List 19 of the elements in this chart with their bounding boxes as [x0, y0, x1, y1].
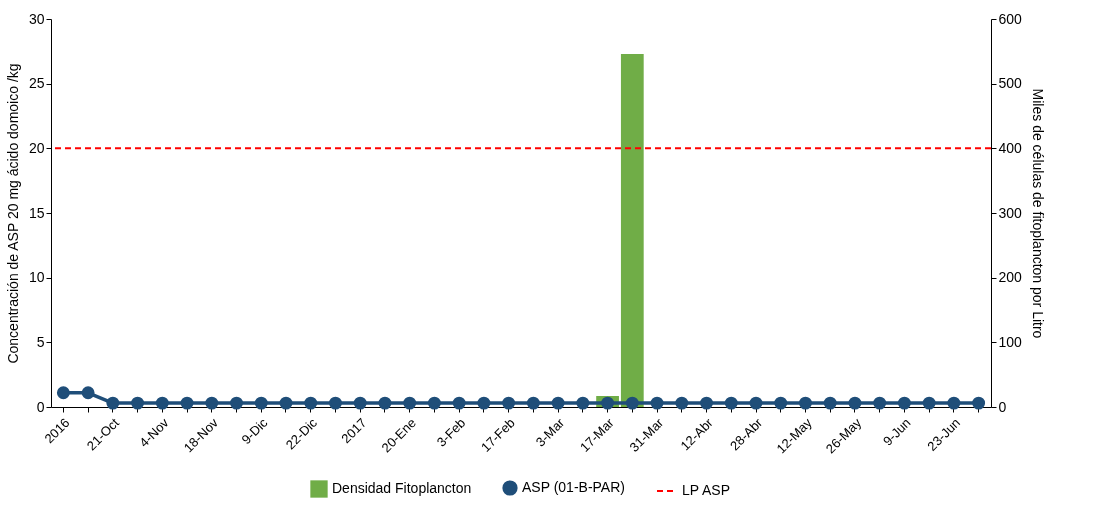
- y2-axis-title: Miles de células de fitoplancton por Litro: [1029, 88, 1046, 339]
- y-tick-label: 25: [28, 75, 45, 92]
- y2-tick-label: 500: [998, 75, 1023, 92]
- y-tick-label: 5: [36, 333, 45, 350]
- y2-tick-label: 300: [998, 204, 1023, 221]
- y2-tick-label: 200: [998, 269, 1023, 286]
- legend-label: Densidad Fitoplancton: [332, 480, 472, 496]
- y-tick-label: 15: [28, 204, 45, 221]
- y-tick-label: 0: [36, 398, 45, 415]
- y-tick-label: 30: [28, 10, 45, 27]
- y-tick-label: 10: [28, 269, 45, 286]
- y-axis-title: Concentración de ASP 20 mg ácido domoico /kg: [4, 63, 21, 364]
- y2-tick-label: 100: [998, 333, 1023, 350]
- y2-tick-label: 600: [998, 10, 1023, 27]
- y2-tick-label: 0: [998, 398, 1007, 415]
- y2-tick-label: 400: [998, 139, 1023, 156]
- legend-label: ASP (01-B-PAR): [522, 479, 625, 495]
- legend-label: LP ASP: [682, 482, 731, 498]
- y-tick-label: 20: [28, 139, 45, 156]
